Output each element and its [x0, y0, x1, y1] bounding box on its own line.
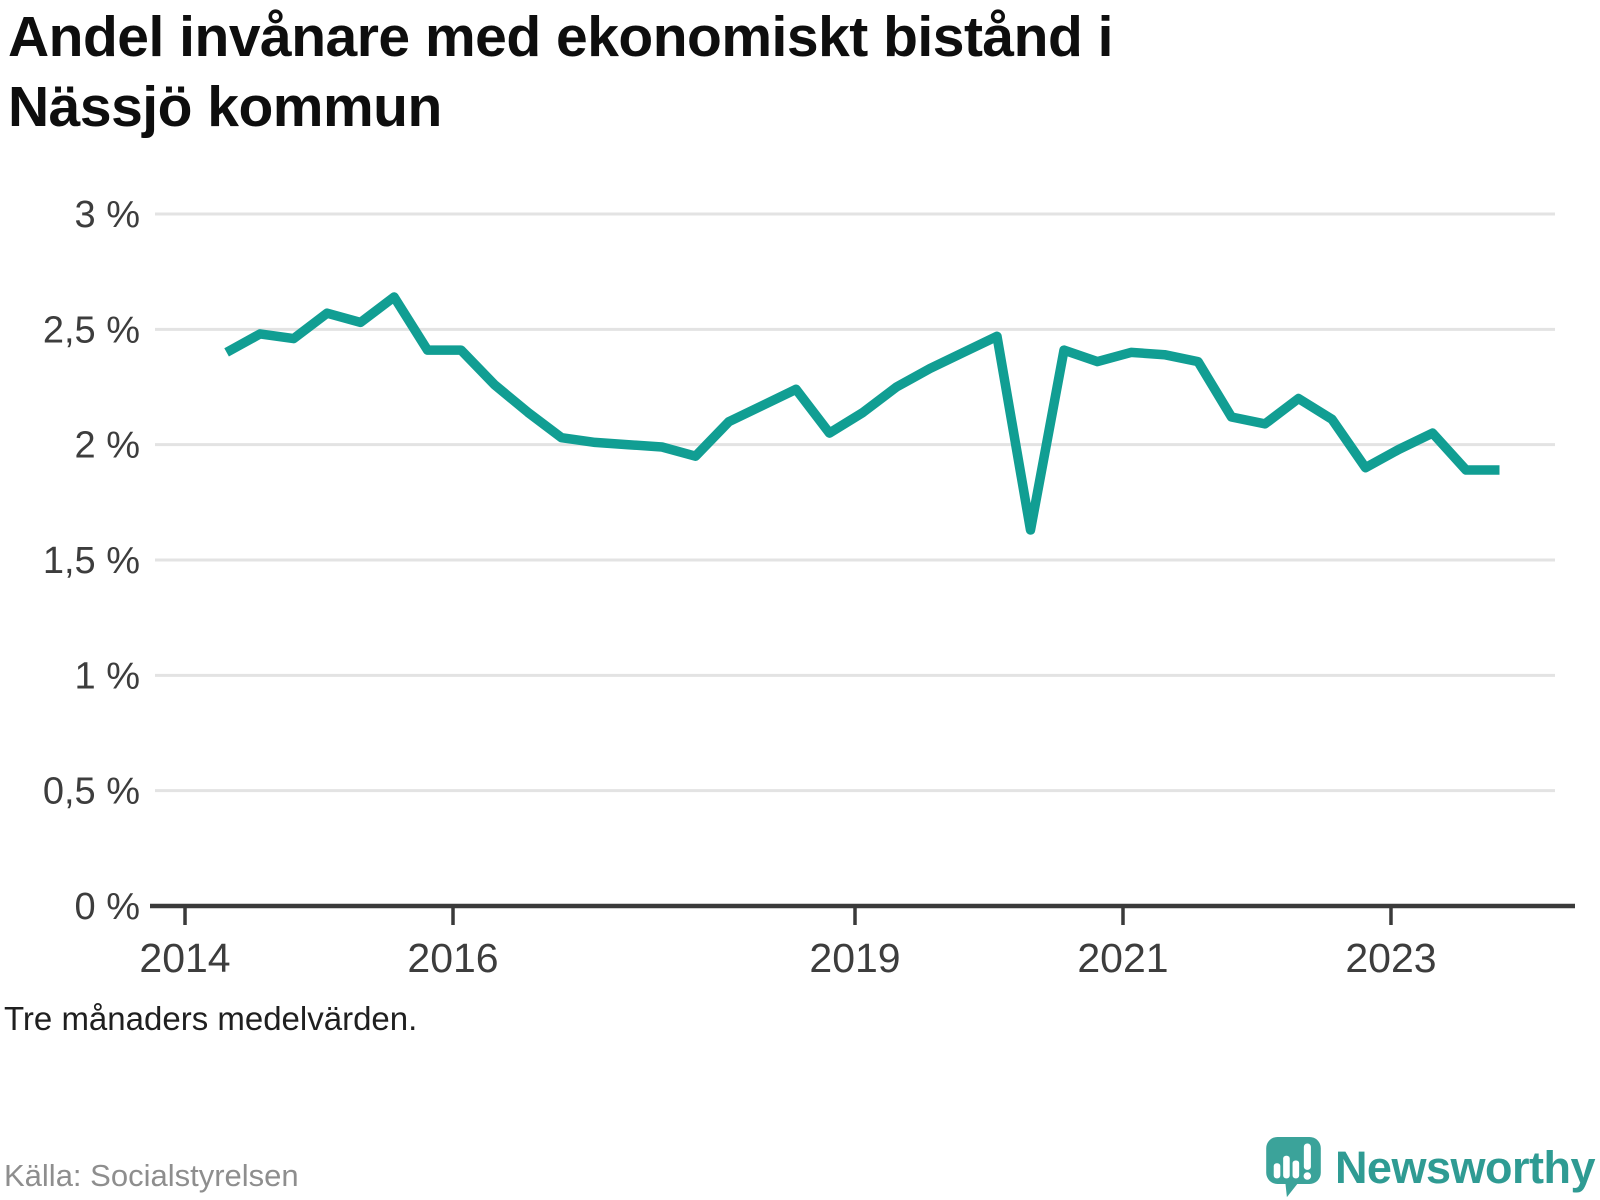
- bar-3: [1292, 1160, 1300, 1179]
- bar-2: [1283, 1155, 1290, 1179]
- x-tick-label: 2016: [407, 935, 498, 981]
- x-tick-label: 2021: [1077, 935, 1168, 981]
- y-tick-label: 3 %: [75, 194, 140, 236]
- chart-footnote: Tre månaders medelvärden.: [4, 1000, 418, 1037]
- x-tick-label: 2023: [1345, 935, 1436, 981]
- y-tick-label: 2,5 %: [43, 309, 140, 351]
- data-line-nassjo-kommun: [224, 292, 1500, 535]
- newsworthy-logo: Newsworthy: [1265, 1136, 1596, 1200]
- y-tick-label: 2 %: [75, 425, 140, 467]
- newsworthy-wordmark: Newsworthy: [1334, 1142, 1596, 1193]
- x-tick-label: 2014: [139, 935, 230, 981]
- exclamation-dot: [1303, 1172, 1312, 1180]
- y-tick-label: 0 %: [75, 886, 140, 928]
- y-tick-label: 0,5 %: [43, 771, 140, 813]
- bar-1: [1273, 1163, 1281, 1179]
- source-label: Källa: Socialstyrelsen: [4, 1158, 299, 1193]
- y-tick-label: 1,5 %: [43, 540, 140, 582]
- exclamation-bar: [1303, 1143, 1311, 1170]
- newsworthy-speech-bubble-chart-icon: [1266, 1136, 1321, 1198]
- x-tick-label: 2019: [809, 935, 900, 981]
- y-tick-label: 1 %: [75, 655, 140, 697]
- page-title: Andel invånare med ekonomiskt bistånd i …: [8, 5, 1113, 139]
